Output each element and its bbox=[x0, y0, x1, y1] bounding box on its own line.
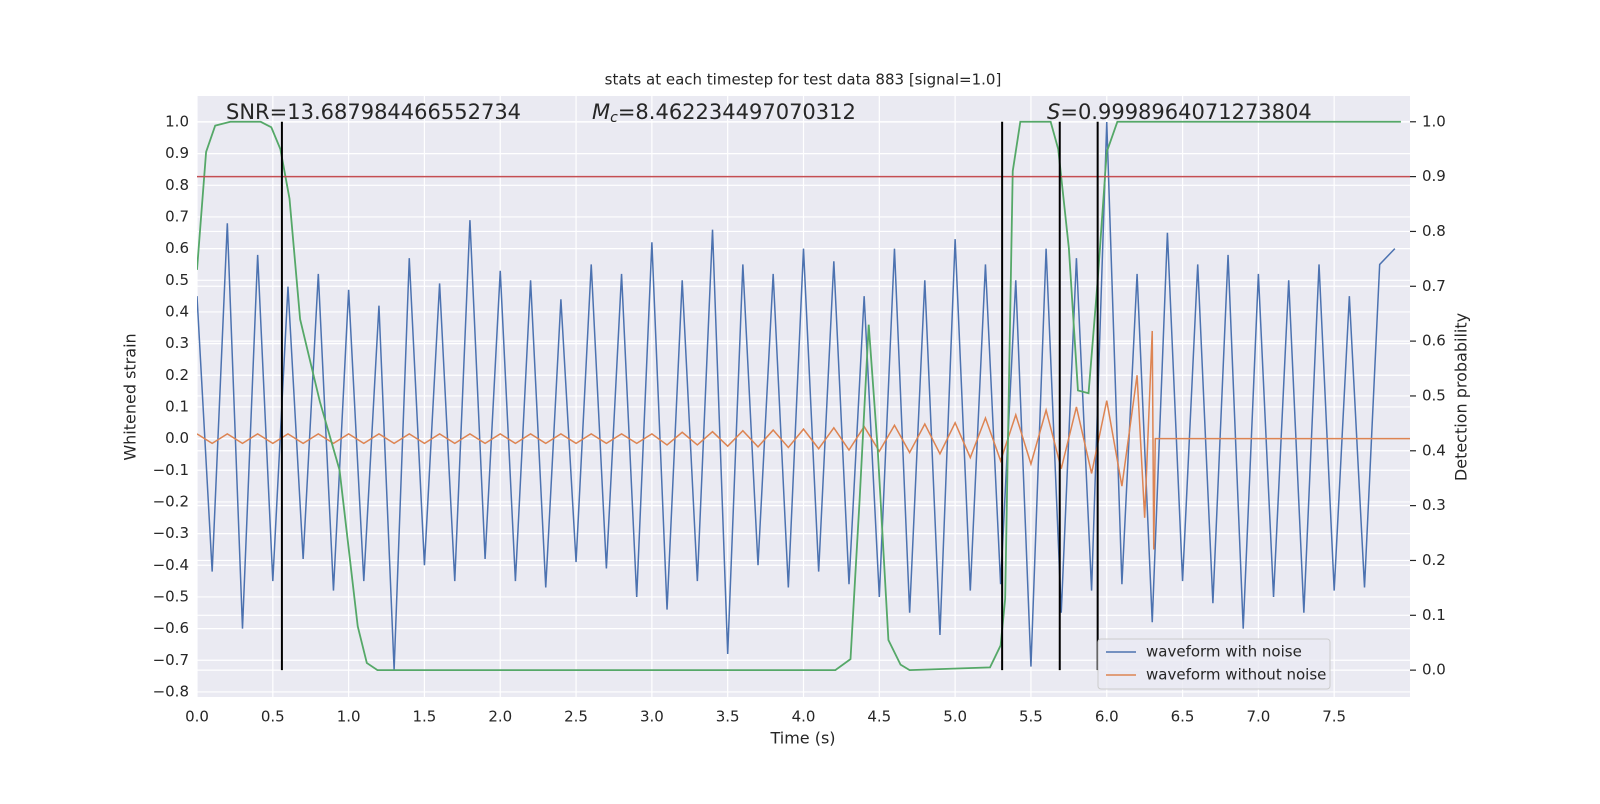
annotation-symbol: S bbox=[1047, 100, 1060, 124]
y-tick-label: −0.6 bbox=[153, 619, 189, 637]
x-tick-label: 1.5 bbox=[413, 708, 437, 726]
x-tick-label: 7.0 bbox=[1246, 708, 1270, 726]
y-tick-label: −0.3 bbox=[153, 524, 189, 542]
y-tick-label: 0.4 bbox=[165, 302, 189, 320]
y-tick-label: −0.7 bbox=[153, 651, 189, 669]
y2-tick-label: 0.9 bbox=[1422, 167, 1446, 185]
x-tick-label: 6.5 bbox=[1171, 708, 1195, 726]
x-tick-label: 1.0 bbox=[337, 708, 361, 726]
y-tick-label: −0.2 bbox=[153, 492, 189, 510]
y2-tick-label: 1.0 bbox=[1422, 112, 1446, 130]
chart-title: stats at each timestep for test data 883… bbox=[605, 71, 1002, 89]
y-tick-label: 0.1 bbox=[165, 397, 189, 415]
x-tick-label: 3.0 bbox=[640, 708, 664, 726]
y2-tick-label: 0.6 bbox=[1422, 332, 1446, 350]
y-tick-label: −0.1 bbox=[153, 461, 189, 479]
y-tick-label: 0.8 bbox=[165, 176, 189, 194]
x-tick-label: 4.0 bbox=[792, 708, 816, 726]
y-tick-label: 0.6 bbox=[165, 239, 189, 257]
y-tick-label: 0.0 bbox=[165, 429, 189, 447]
y-tick-label: −0.8 bbox=[153, 682, 189, 700]
x-tick-label: 5.5 bbox=[1019, 708, 1043, 726]
y2-tick-label: 0.2 bbox=[1422, 551, 1446, 569]
annotation-text: =0.9998964071273804 bbox=[1060, 100, 1311, 124]
y-tick-label: 0.7 bbox=[165, 207, 189, 225]
x-axis-label: Time (s) bbox=[769, 729, 835, 748]
detection-line bbox=[197, 120, 1401, 672]
y-tick-label: 0.9 bbox=[165, 144, 189, 162]
annotation-text: =8.462234497070312 bbox=[618, 100, 856, 124]
y2-tick-label: 0.4 bbox=[1422, 441, 1446, 459]
x-tick-label: 0.0 bbox=[185, 708, 209, 726]
annotation: S=0.9998964071273804 bbox=[1047, 100, 1312, 124]
series-line bbox=[197, 330, 1410, 550]
y-tick-label: 0.5 bbox=[165, 271, 189, 289]
legend-label: waveform with noise bbox=[1146, 643, 1302, 661]
x-tick-label: 5.0 bbox=[943, 708, 967, 726]
y2-tick-label: 0.8 bbox=[1422, 222, 1446, 240]
x-tick-label: 2.5 bbox=[564, 708, 588, 726]
x-tick-label: 0.5 bbox=[261, 708, 285, 726]
annotation-text: SNR=13.687984466552734 bbox=[226, 100, 521, 124]
legend-label: waveform without noise bbox=[1146, 666, 1326, 684]
annotation: Mc=8.462234497070312 bbox=[592, 100, 856, 126]
y-tick-label: 0.2 bbox=[165, 366, 189, 384]
x-tick-label: 6.0 bbox=[1095, 708, 1119, 726]
y2-tick-label: 0.7 bbox=[1422, 277, 1446, 295]
y-tick-label: 0.3 bbox=[165, 334, 189, 352]
x-tick-label: 3.5 bbox=[716, 708, 740, 726]
annotation-symbol: M bbox=[592, 100, 610, 124]
y-tick-label: −0.5 bbox=[153, 587, 189, 605]
y2-tick-label: 0.5 bbox=[1422, 386, 1446, 404]
y2-tick-label: 0.1 bbox=[1422, 606, 1446, 624]
y2-tick-label: 0.3 bbox=[1422, 496, 1446, 514]
y-axis-label: Whitened strain bbox=[121, 333, 140, 460]
x-tick-label: 4.5 bbox=[867, 708, 891, 726]
y2-tick-label: 0.0 bbox=[1422, 661, 1446, 679]
legend-box bbox=[1097, 638, 1331, 690]
y2-axis-label: Detection probability bbox=[1452, 313, 1471, 481]
x-tick-label: 7.5 bbox=[1322, 708, 1346, 726]
y-tick-label: −0.4 bbox=[153, 556, 189, 574]
annotation: SNR=13.687984466552734 bbox=[226, 100, 521, 124]
x-tick-label: 2.0 bbox=[488, 708, 512, 726]
annotation-subscript: c bbox=[610, 110, 618, 126]
y-tick-label: 1.0 bbox=[165, 112, 189, 130]
axes: 0.0 0.5 1.0 1.5 2.0 2.5 3.0 3.5 4.0 4.5 5.0 5.5 6.0 6… bbox=[153, 100, 1446, 726]
series-line bbox=[197, 121, 1396, 670]
plot bbox=[197, 120, 1410, 672]
legend: waveform with noise waveform without nois… bbox=[1097, 638, 1331, 690]
